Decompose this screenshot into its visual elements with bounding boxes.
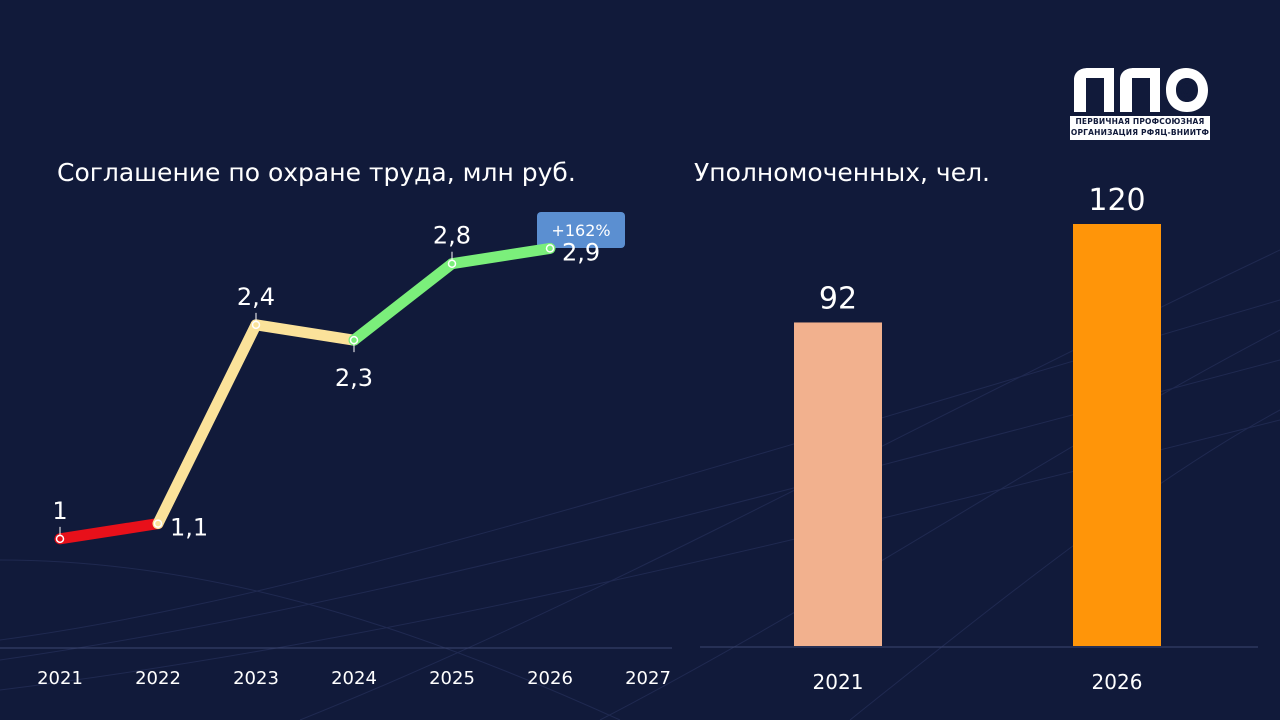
x-tick-label: 2023 (233, 668, 279, 689)
data-point (153, 519, 163, 528)
data-label: 2,8 (433, 222, 471, 250)
line-segment (446, 242, 556, 270)
line-chart-title: Соглашение по охране труда, млн руб. (57, 158, 576, 187)
data-label: 2,9 (562, 238, 600, 266)
data-point (447, 259, 457, 268)
logo-caption-line2: ОРГАНИЗАЦИЯ РФЯЦ-ВНИИТФ (1070, 128, 1210, 137)
x-tick-label: 2025 (429, 668, 475, 689)
bar (1073, 224, 1161, 646)
logo-caption-line1: ПЕРВИЧНАЯ ПРОФСОЮЗНАЯ (1075, 117, 1205, 126)
data-point (55, 534, 65, 544)
data-label: 2,3 (335, 364, 373, 392)
bar (794, 322, 882, 646)
x-tick-label: 2027 (625, 668, 671, 689)
data-point (251, 320, 261, 330)
logo-caption: ПЕРВИЧНАЯ ПРОФСОЮЗНАЯ ОРГАНИЗАЦИЯ РФЯЦ-В… (1070, 116, 1210, 140)
bar-value-label: 92 (819, 281, 857, 316)
line-segment (152, 319, 262, 530)
bar-value-label: 120 (1088, 183, 1145, 218)
data-label: 2,4 (237, 283, 275, 311)
x-tick-label: 2022 (135, 668, 181, 689)
data-label: 1 (52, 497, 67, 525)
data-label: 1,1 (170, 514, 208, 542)
bar-chart-title: Уполномоченных, чел. (694, 158, 990, 187)
data-point (545, 244, 555, 253)
organization-logo: ПЕРВИЧНАЯ ПРОФСОЮЗНАЯ ОРГАНИЗАЦИЯ РФЯЦ-В… (1068, 66, 1212, 142)
line-segment (54, 518, 164, 545)
line-segment (348, 258, 458, 346)
x-tick-label: 2021 (813, 670, 864, 694)
x-tick-label: 2021 (37, 668, 83, 689)
x-tick-label: 2024 (331, 668, 377, 689)
x-tick-label: 2026 (527, 668, 573, 689)
line-segment (250, 319, 360, 346)
growth-badge: +162% (537, 212, 625, 248)
x-tick-label: 2026 (1092, 670, 1143, 694)
data-point (349, 335, 359, 345)
logo-wordmark (1074, 68, 1208, 112)
